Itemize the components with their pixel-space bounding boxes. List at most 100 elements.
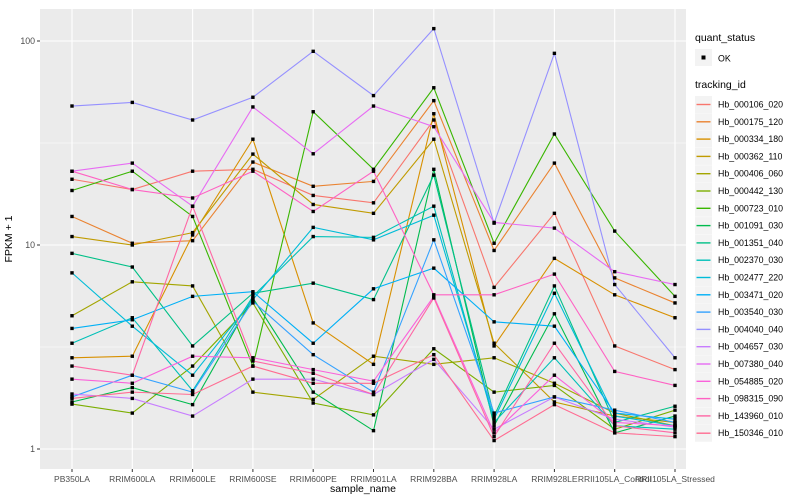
data-point — [311, 281, 315, 285]
data-point — [311, 341, 315, 345]
legend-item: Hb_000334_180 — [695, 130, 783, 148]
data-point — [130, 100, 134, 105]
data-point — [613, 276, 617, 280]
data-point — [190, 364, 195, 368]
data-point — [251, 364, 255, 368]
data-point — [311, 352, 315, 357]
data-point — [492, 344, 496, 348]
data-point — [371, 379, 376, 383]
data-point — [552, 211, 557, 216]
data-point — [492, 431, 496, 435]
data-point — [371, 104, 376, 108]
legend-item-label: Hb_150346_010 — [718, 428, 783, 438]
data-point — [371, 428, 376, 433]
data-point — [492, 241, 496, 245]
data-point — [613, 282, 617, 287]
legend-item-label: Hb_002370_030 — [718, 255, 783, 265]
data-point — [70, 402, 74, 406]
x-tick-label: RRIM600SE — [229, 474, 277, 484]
x-tick-label: RRIM600LA — [109, 474, 156, 484]
legend-item: Hb_002477_220 — [695, 269, 783, 286]
legend-item-label: Hb_000406_060 — [718, 169, 783, 179]
data-point — [190, 238, 195, 243]
x-tick-label: PB350LA — [54, 474, 90, 484]
data-point — [130, 265, 134, 269]
data-point — [673, 316, 677, 320]
data-point — [613, 427, 617, 431]
data-point — [130, 354, 134, 358]
x-tick-label: RRII105LA_Control — [578, 474, 652, 484]
data-point — [673, 294, 677, 299]
data-point — [190, 392, 195, 397]
data-point — [673, 367, 677, 372]
data-point — [190, 390, 195, 394]
data-points — [70, 26, 677, 443]
data-point — [70, 400, 74, 404]
data-point — [432, 204, 436, 208]
data-point — [251, 169, 255, 173]
data-point — [673, 424, 677, 428]
data-point — [552, 291, 557, 295]
data-point — [190, 402, 195, 407]
data-point — [492, 285, 496, 290]
data-point — [492, 341, 496, 345]
legend-item: Hb_150346_010 — [695, 424, 783, 442]
y-tick-label: 1 — [30, 444, 35, 454]
data-point — [70, 326, 74, 331]
data-point — [432, 125, 436, 129]
data-point — [492, 417, 496, 421]
legend-item: Hb_000106_020 — [695, 96, 783, 113]
legend-item-label: Hb_098315_090 — [718, 394, 783, 404]
data-point — [190, 344, 195, 348]
data-point — [552, 381, 557, 385]
legend-item: Hb_000442_130 — [695, 182, 783, 200]
data-point — [190, 214, 195, 219]
legend-item-label: Hb_000442_130 — [718, 186, 783, 196]
data-point — [432, 167, 436, 172]
data-point — [432, 213, 436, 217]
data-point — [311, 367, 315, 372]
x-tick-label: RRII105LA_Stressed — [635, 474, 715, 484]
data-point — [70, 271, 74, 275]
legend-item-label: Hb_143960_010 — [718, 411, 783, 421]
data-point — [190, 169, 195, 173]
data-point — [311, 110, 315, 114]
data-point — [130, 324, 134, 328]
data-point — [492, 411, 496, 415]
data-point — [552, 272, 557, 276]
data-point — [70, 234, 74, 239]
data-point — [311, 321, 315, 325]
y-tick-label: 10 — [25, 240, 35, 250]
data-point — [552, 341, 557, 345]
legend-item: Hb_000175_120 — [695, 113, 783, 131]
data-point — [251, 167, 255, 172]
data-point — [432, 98, 436, 103]
data-point — [432, 112, 436, 116]
legend-item: Hb_000406_060 — [695, 165, 783, 183]
data-point — [613, 344, 617, 348]
legend-title-tracking-id: tracking_id — [695, 79, 746, 91]
data-point — [492, 320, 496, 324]
data-point — [371, 392, 376, 397]
data-point — [613, 417, 617, 421]
legend-item-label: Hb_004657_030 — [718, 342, 783, 352]
data-point — [311, 234, 315, 239]
data-point — [190, 284, 195, 288]
data-point — [130, 169, 134, 173]
data-point — [311, 202, 315, 207]
data-point — [432, 238, 436, 242]
data-point — [673, 434, 677, 439]
legend-item: Hb_143960_010 — [695, 407, 783, 425]
data-point — [492, 220, 496, 225]
data-point — [492, 424, 496, 428]
legend-items: Hb_000106_020 Hb_000175_120 Hb_000334_180 H… — [695, 96, 783, 442]
data-point — [70, 377, 74, 381]
data-point — [492, 420, 496, 425]
legend-item: Hb_000362_110 — [695, 147, 783, 165]
data-point — [70, 392, 74, 396]
data-point — [130, 316, 134, 320]
data-point — [673, 431, 677, 435]
data-point — [371, 211, 376, 216]
data-point — [613, 293, 617, 297]
